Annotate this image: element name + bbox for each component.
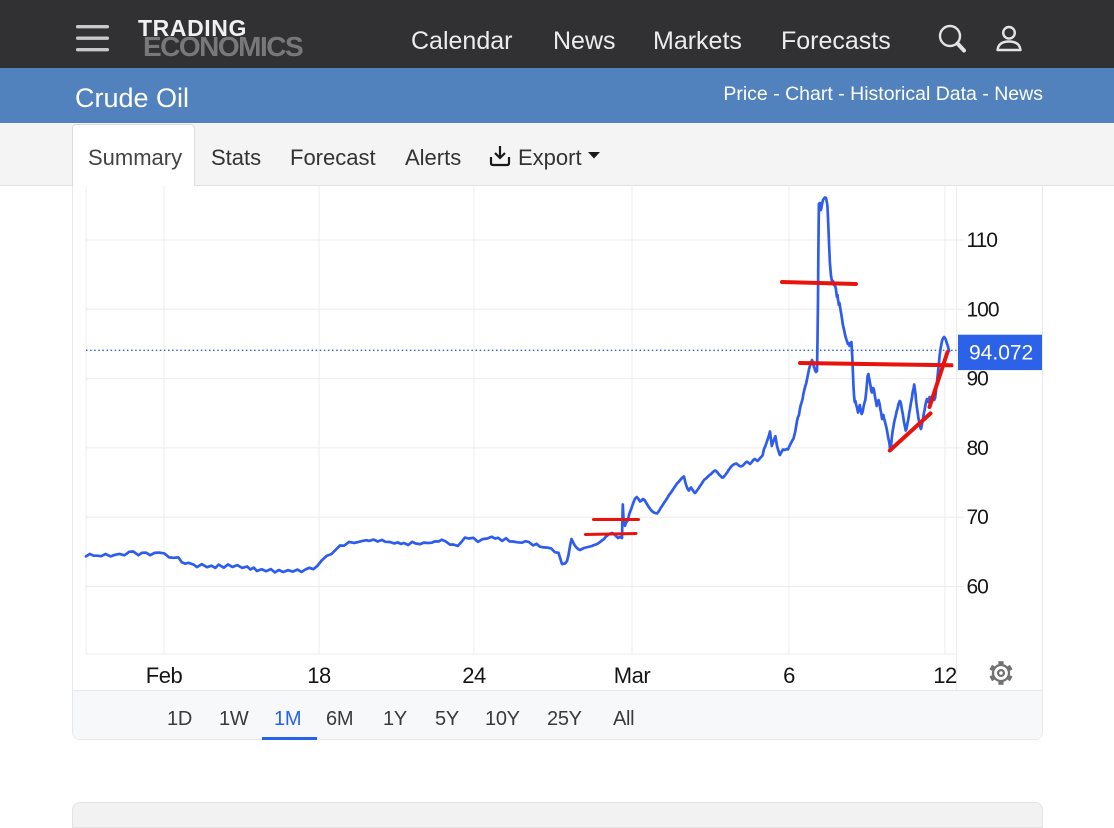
svg-text:Feb: Feb bbox=[146, 663, 183, 688]
svg-text:100: 100 bbox=[967, 298, 999, 321]
svg-text:90: 90 bbox=[967, 368, 989, 391]
svg-text:12: 12 bbox=[933, 663, 957, 688]
svg-text:18: 18 bbox=[307, 663, 331, 688]
svg-text:70: 70 bbox=[967, 506, 989, 529]
svg-text:60: 60 bbox=[967, 576, 989, 599]
svg-text:6: 6 bbox=[783, 663, 795, 688]
svg-text:Mar: Mar bbox=[614, 663, 651, 688]
svg-text:110: 110 bbox=[967, 229, 998, 252]
svg-text:94.072: 94.072 bbox=[969, 342, 1033, 365]
svg-text:80: 80 bbox=[967, 437, 989, 460]
svg-text:24: 24 bbox=[462, 663, 486, 688]
